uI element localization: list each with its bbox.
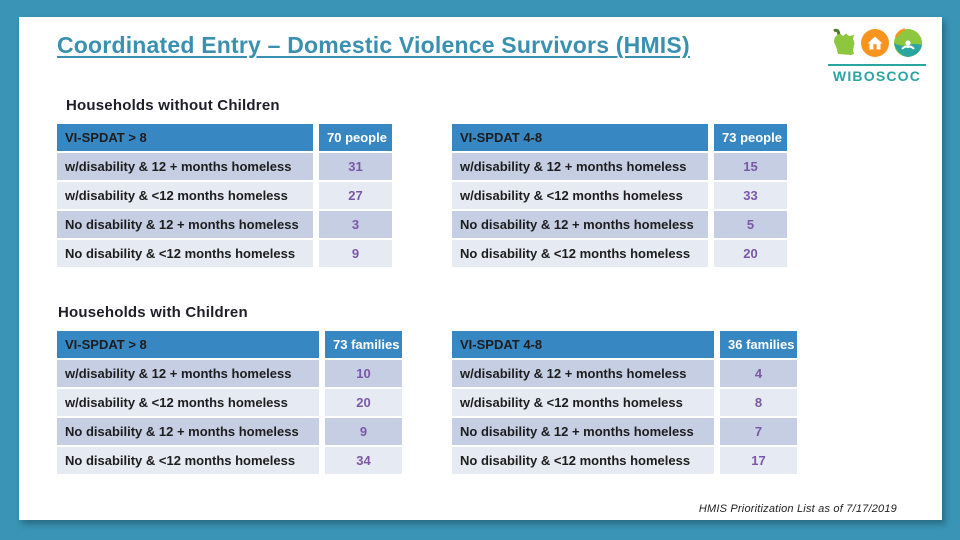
table-row-value: 20 [714,240,787,267]
table-header-label: VI-SPDAT 4-8 [452,124,708,151]
wiboscoc-logo: WIBOSCOC [828,26,926,84]
table-row-value: 3 [319,211,392,238]
table-row-label: No disability & 12 + months homeless [57,418,319,445]
table-row-value: 33 [714,182,787,209]
table-row-label: w/disability & 12 + months homeless [57,360,319,387]
table-row-label: w/disability & 12 + months homeless [452,153,708,180]
table-row-value: 10 [325,360,402,387]
table-row-label: No disability & 12 + months homeless [57,211,313,238]
table-row-label: w/disability & <12 months homeless [452,389,714,416]
table-row-value: 7 [720,418,797,445]
table-header-value: 70 people [319,124,392,151]
table-header-label: VI-SPDAT > 8 [57,124,313,151]
table-row-value: 34 [325,447,402,474]
table-row-value: 9 [319,240,392,267]
table-row-value: 31 [319,153,392,180]
table-vispdat-gt8-with-children: VI-SPDAT > 8 73 families w/disability & … [57,331,402,474]
table-row-label: No disability & <12 months homeless [452,447,714,474]
globe-icon [894,28,922,57]
table-row-value: 20 [325,389,402,416]
table-header-value: 73 families [325,331,402,358]
slide-content-card: Coordinated Entry – Domestic Violence Su… [19,17,942,520]
table-header-value: 36 families [720,331,797,358]
house-icon [861,29,889,57]
table-row-value: 15 [714,153,787,180]
table-row-label: w/disability & <12 months homeless [57,182,313,209]
table-row-value: 9 [325,418,402,445]
wisconsin-state-icon [833,28,855,55]
footer-note: HMIS Prioritization List as of 7/17/2019 [698,503,897,515]
table-row-value: 27 [319,182,392,209]
table-vispdat-gt8-without-children: VI-SPDAT > 8 70 people w/disability & 12… [57,124,392,267]
table-row-label: No disability & 12 + months homeless [452,211,708,238]
section-heading-with-children: Households with Children [58,304,248,321]
table-row-label: w/disability & 12 + months homeless [452,360,714,387]
logo-divider-line [828,64,926,66]
table-row-label: No disability & 12 + months homeless [452,418,714,445]
table-vispdat-4to8-without-children: VI-SPDAT 4-8 73 people w/disability & 12… [452,124,787,267]
page-title: Coordinated Entry – Domestic Violence Su… [57,32,690,58]
table-row-label: w/disability & <12 months homeless [57,389,319,416]
table-row-value: 4 [720,360,797,387]
section-heading-without-children: Households without Children [66,97,280,114]
table-row-label: No disability & <12 months homeless [452,240,708,267]
table-row-value: 17 [720,447,797,474]
table-row-label: No disability & <12 months homeless [57,447,319,474]
table-row-label: No disability & <12 months homeless [57,240,313,267]
table-row-label: w/disability & <12 months homeless [452,182,708,209]
table-header-label: VI-SPDAT 4-8 [452,331,714,358]
table-row-label: w/disability & 12 + months homeless [57,153,313,180]
table-vispdat-4to8-with-children: VI-SPDAT 4-8 36 families w/disability & … [452,331,797,474]
logo-icon-row [828,26,926,60]
table-header-label: VI-SPDAT > 8 [57,331,319,358]
table-row-value: 8 [720,389,797,416]
table-row-value: 5 [714,211,787,238]
logo-text: WIBOSCOC [832,68,922,84]
table-header-value: 73 people [714,124,787,151]
